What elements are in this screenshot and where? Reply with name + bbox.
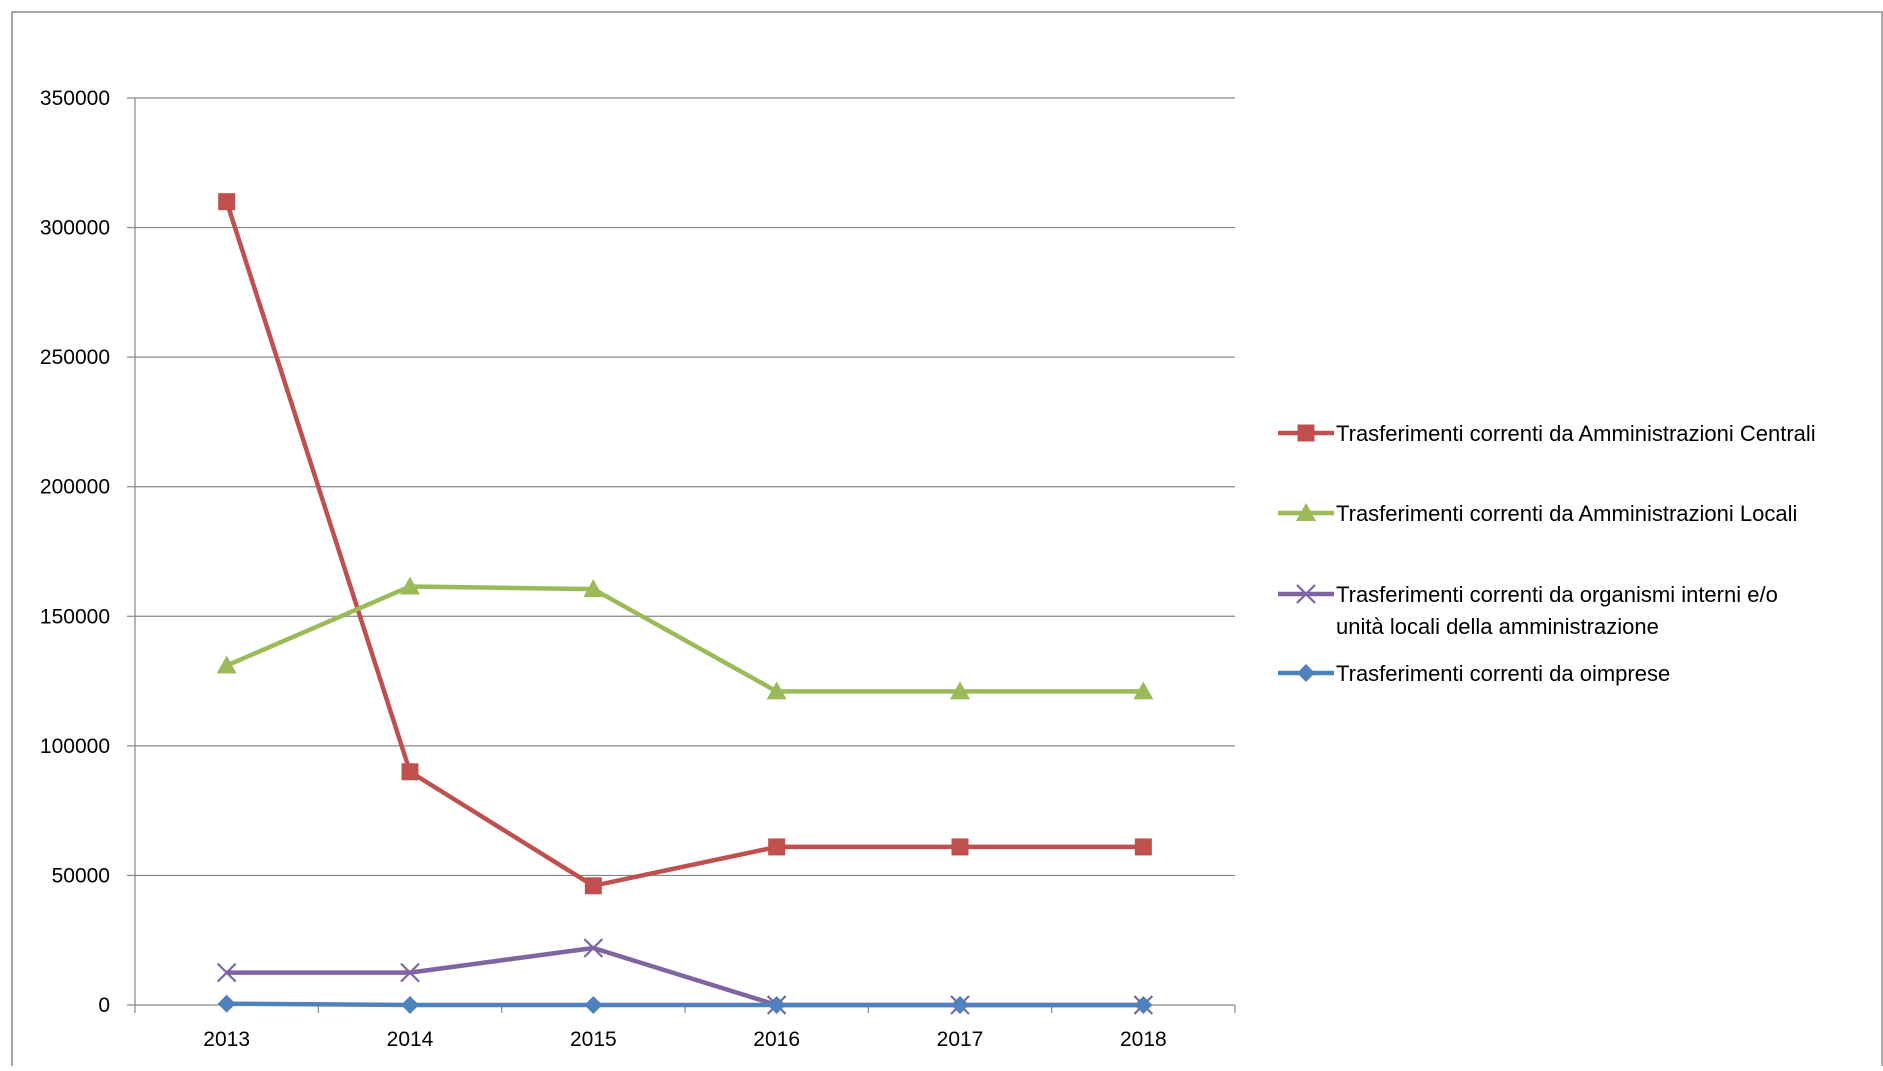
legend-label: Trasferimenti correnti da Amministrazion… [1336, 421, 1816, 446]
legend-item: Trasferimenti correnti da oimprese [1278, 661, 1670, 686]
y-tick-label: 250000 [40, 346, 110, 369]
data-point-marker [584, 877, 602, 895]
data-point-marker [951, 996, 969, 1014]
legend-marker [1297, 424, 1315, 442]
data-point-marker [1134, 838, 1152, 856]
y-tick-label: 50000 [52, 864, 110, 887]
legend-label: Trasferimenti correnti da Amministrazion… [1336, 501, 1797, 526]
legend-item: Trasferimenti correnti da Amministrazion… [1278, 421, 1816, 446]
series-line [226, 1001, 1144, 1008]
legend-marker [1296, 584, 1316, 604]
data-point-marker [584, 996, 603, 1014]
legend-label: Trasferimenti correnti da oimprese [1336, 661, 1670, 686]
legend-item: Trasferimenti correnti da organismi inte… [1278, 582, 1778, 639]
legend-item: Trasferimenti correnti da Amministrazion… [1278, 501, 1797, 526]
series-4 [217, 994, 1153, 1014]
y-tick-label: 150000 [40, 605, 110, 628]
y-tick-label: 100000 [40, 735, 110, 758]
series-line [225, 584, 1144, 694]
legend-label: Trasferimenti correnti da organismi inte… [1336, 582, 1778, 607]
x-tick-label: 2016 [753, 1028, 800, 1051]
legend-marker [1296, 503, 1316, 521]
y-tick-label: 200000 [40, 476, 110, 499]
data-point-marker [583, 579, 604, 598]
data-point-marker [400, 576, 420, 595]
legend: Trasferimenti correnti da Amministrazion… [1278, 421, 1816, 686]
data-point-marker [400, 962, 420, 983]
data-point-marker [217, 994, 236, 1013]
data-point-marker [216, 655, 237, 674]
data-point-marker [767, 996, 786, 1014]
data-point-marker [1133, 681, 1154, 700]
data-point-marker [950, 681, 970, 700]
series-1 [218, 193, 1152, 895]
x-tick-label: 2014 [387, 1028, 434, 1051]
series-line [224, 200, 1144, 889]
legend-marker [1297, 664, 1315, 682]
y-axis-tick-labels: 0 50000 100000 150000 200000 250000 300000 3500… [40, 87, 110, 1017]
y-tick-label: 350000 [40, 87, 110, 110]
series [216, 193, 1154, 1015]
x-tick-label: 2018 [1120, 1028, 1167, 1051]
x-tick-label: 2013 [203, 1028, 250, 1051]
data-point-marker [401, 996, 419, 1014]
x-axis-tick-labels: 2013 2014 2015 2016 2017 2018 [203, 1028, 1166, 1051]
data-point-marker [218, 193, 236, 211]
data-point-marker [401, 763, 419, 781]
legend-label: unità locali della amministrazione [1336, 614, 1659, 639]
chart-border [11, 11, 1883, 1071]
data-point-marker [216, 962, 237, 983]
series-2 [216, 576, 1154, 700]
y-tick-label: 0 [98, 994, 110, 1017]
data-point-marker [583, 938, 604, 958]
data-point-marker [768, 838, 786, 856]
y-tick-label: 300000 [40, 217, 110, 240]
x-tick-label: 2015 [570, 1028, 617, 1051]
data-point-marker [766, 681, 787, 700]
data-point-marker [1134, 996, 1153, 1014]
data-point-marker [951, 838, 969, 856]
x-tick-label: 2017 [937, 1028, 984, 1051]
